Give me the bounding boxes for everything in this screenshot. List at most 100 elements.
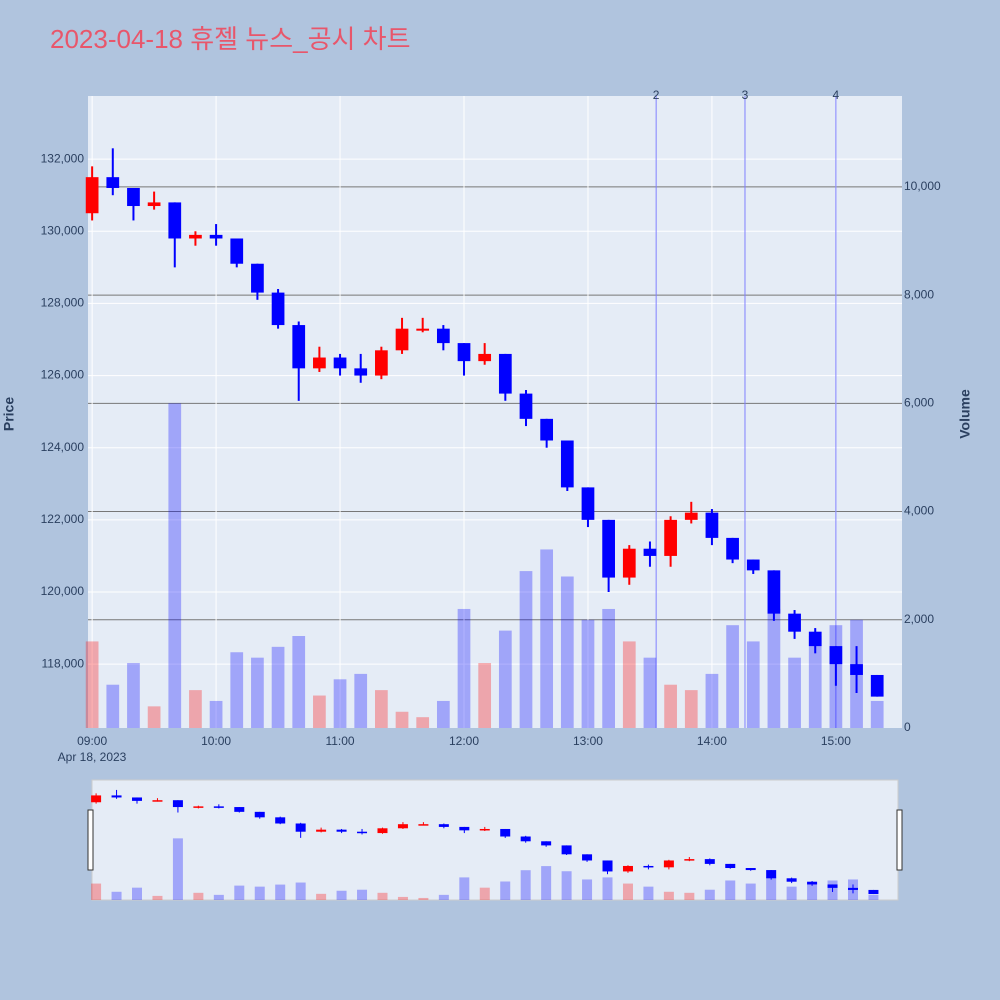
volume-bar	[354, 673, 368, 728]
x-tick-label: 11:00	[325, 734, 354, 748]
mini-candle-body	[275, 817, 286, 824]
volume-bar	[333, 679, 347, 728]
candle-body	[395, 328, 409, 351]
volume-bar	[147, 706, 161, 728]
x-date-label: Apr 18, 2023	[58, 750, 127, 764]
mini-candle-body	[336, 829, 347, 832]
mini-volume-bar	[336, 890, 347, 900]
mini-candle-body	[582, 854, 593, 861]
mini-candle-body	[520, 836, 531, 842]
candle-body	[622, 548, 636, 578]
mini-volume-bar	[766, 877, 777, 900]
y2-tick-label: 2,000	[904, 612, 934, 626]
y-tick-label: 124,000	[41, 440, 85, 454]
y2-tick-label: 4,000	[904, 504, 934, 518]
news-label: 4	[833, 88, 840, 102]
y-axis-title: Price	[1, 397, 17, 431]
volume-bar	[602, 608, 615, 728]
volume-bar	[168, 403, 182, 728]
mini-candle-body	[316, 829, 327, 832]
volume-bar	[767, 608, 781, 728]
mini-volume-bar	[684, 892, 695, 900]
mini-candle-body	[807, 881, 818, 885]
range-slider[interactable]	[91, 779, 899, 901]
volume-bar	[375, 690, 388, 728]
mini-candle-body	[254, 811, 265, 818]
y2-tick-label: 0	[904, 720, 911, 734]
candle-body	[230, 238, 244, 264]
volume-bar	[870, 700, 884, 728]
volume-bar	[560, 576, 574, 728]
candle-body	[870, 674, 884, 697]
mini-candle-body	[91, 795, 102, 803]
mini-candle-body	[459, 826, 470, 831]
candle-body	[251, 263, 264, 293]
mini-volume-bar	[193, 892, 204, 900]
volume-bar	[416, 717, 430, 728]
mini-candle-body	[152, 800, 163, 802]
mini-candle-body	[704, 859, 715, 864]
y-tick-label: 122,000	[41, 512, 85, 526]
candle-body	[147, 202, 161, 207]
volume-bar	[127, 663, 140, 728]
mini-volume-bar	[418, 897, 429, 900]
volume-bar	[271, 646, 285, 728]
candle-body	[313, 357, 326, 369]
volume-bar	[395, 711, 409, 728]
candle-body	[478, 353, 492, 362]
mini-candle-body	[295, 823, 306, 832]
mini-candle-body	[193, 806, 204, 808]
candle-body	[436, 328, 450, 344]
mini-candle-body	[418, 824, 429, 826]
news-label: 2	[653, 88, 660, 102]
mini-volume-bar	[438, 894, 449, 900]
mini-volume-bar	[725, 880, 736, 900]
mini-candle-body	[684, 859, 695, 861]
mini-candle-body	[868, 889, 879, 895]
candle-body	[581, 487, 595, 520]
mini-candle-body	[725, 863, 736, 869]
candle-body	[498, 353, 512, 394]
mini-volume-bar	[377, 892, 388, 900]
candle-body	[375, 350, 388, 376]
news-label: 3	[742, 88, 749, 102]
candle-body	[416, 328, 430, 331]
mini-volume-bar	[295, 882, 306, 900]
candle-body	[746, 559, 760, 571]
mini-volume-bar	[172, 838, 183, 900]
mini-candle-body	[397, 824, 408, 829]
volume-bar	[85, 641, 99, 728]
mini-candle-body	[500, 828, 511, 837]
candle-body	[829, 646, 843, 665]
mini-candle-body	[234, 807, 245, 812]
mini-candle-body	[663, 860, 674, 868]
mini-candle-body	[561, 845, 572, 855]
range-handle-left[interactable]	[87, 809, 94, 871]
x-tick-label: 09:00	[77, 734, 107, 748]
candle-body	[106, 177, 120, 188]
x-tick-label: 12:00	[449, 734, 479, 748]
mini-volume-bar	[357, 889, 368, 900]
candle-body	[540, 418, 554, 441]
mini-candle-body	[745, 868, 756, 871]
mini-volume-bar	[582, 879, 593, 900]
volume-bar	[664, 684, 677, 728]
x-tick-label: 10:00	[201, 734, 231, 748]
candle-body	[602, 519, 615, 578]
y-tick-label: 132,000	[41, 151, 85, 165]
mini-candle-body	[622, 865, 633, 872]
mini-candle-body	[786, 878, 797, 882]
range-handle-right[interactable]	[896, 809, 903, 871]
candle-body	[850, 664, 863, 675]
y2-axis-title: Volume	[957, 389, 973, 439]
candle-body	[664, 519, 677, 556]
x-tick-label: 15:00	[821, 734, 851, 748]
candle-body	[519, 393, 533, 419]
volume-bar	[457, 608, 471, 728]
mini-volume-bar	[807, 882, 818, 900]
candle-body	[808, 631, 822, 647]
volume-bar	[209, 700, 223, 728]
y-tick-label: 126,000	[41, 368, 85, 382]
volume-bar	[705, 673, 719, 728]
